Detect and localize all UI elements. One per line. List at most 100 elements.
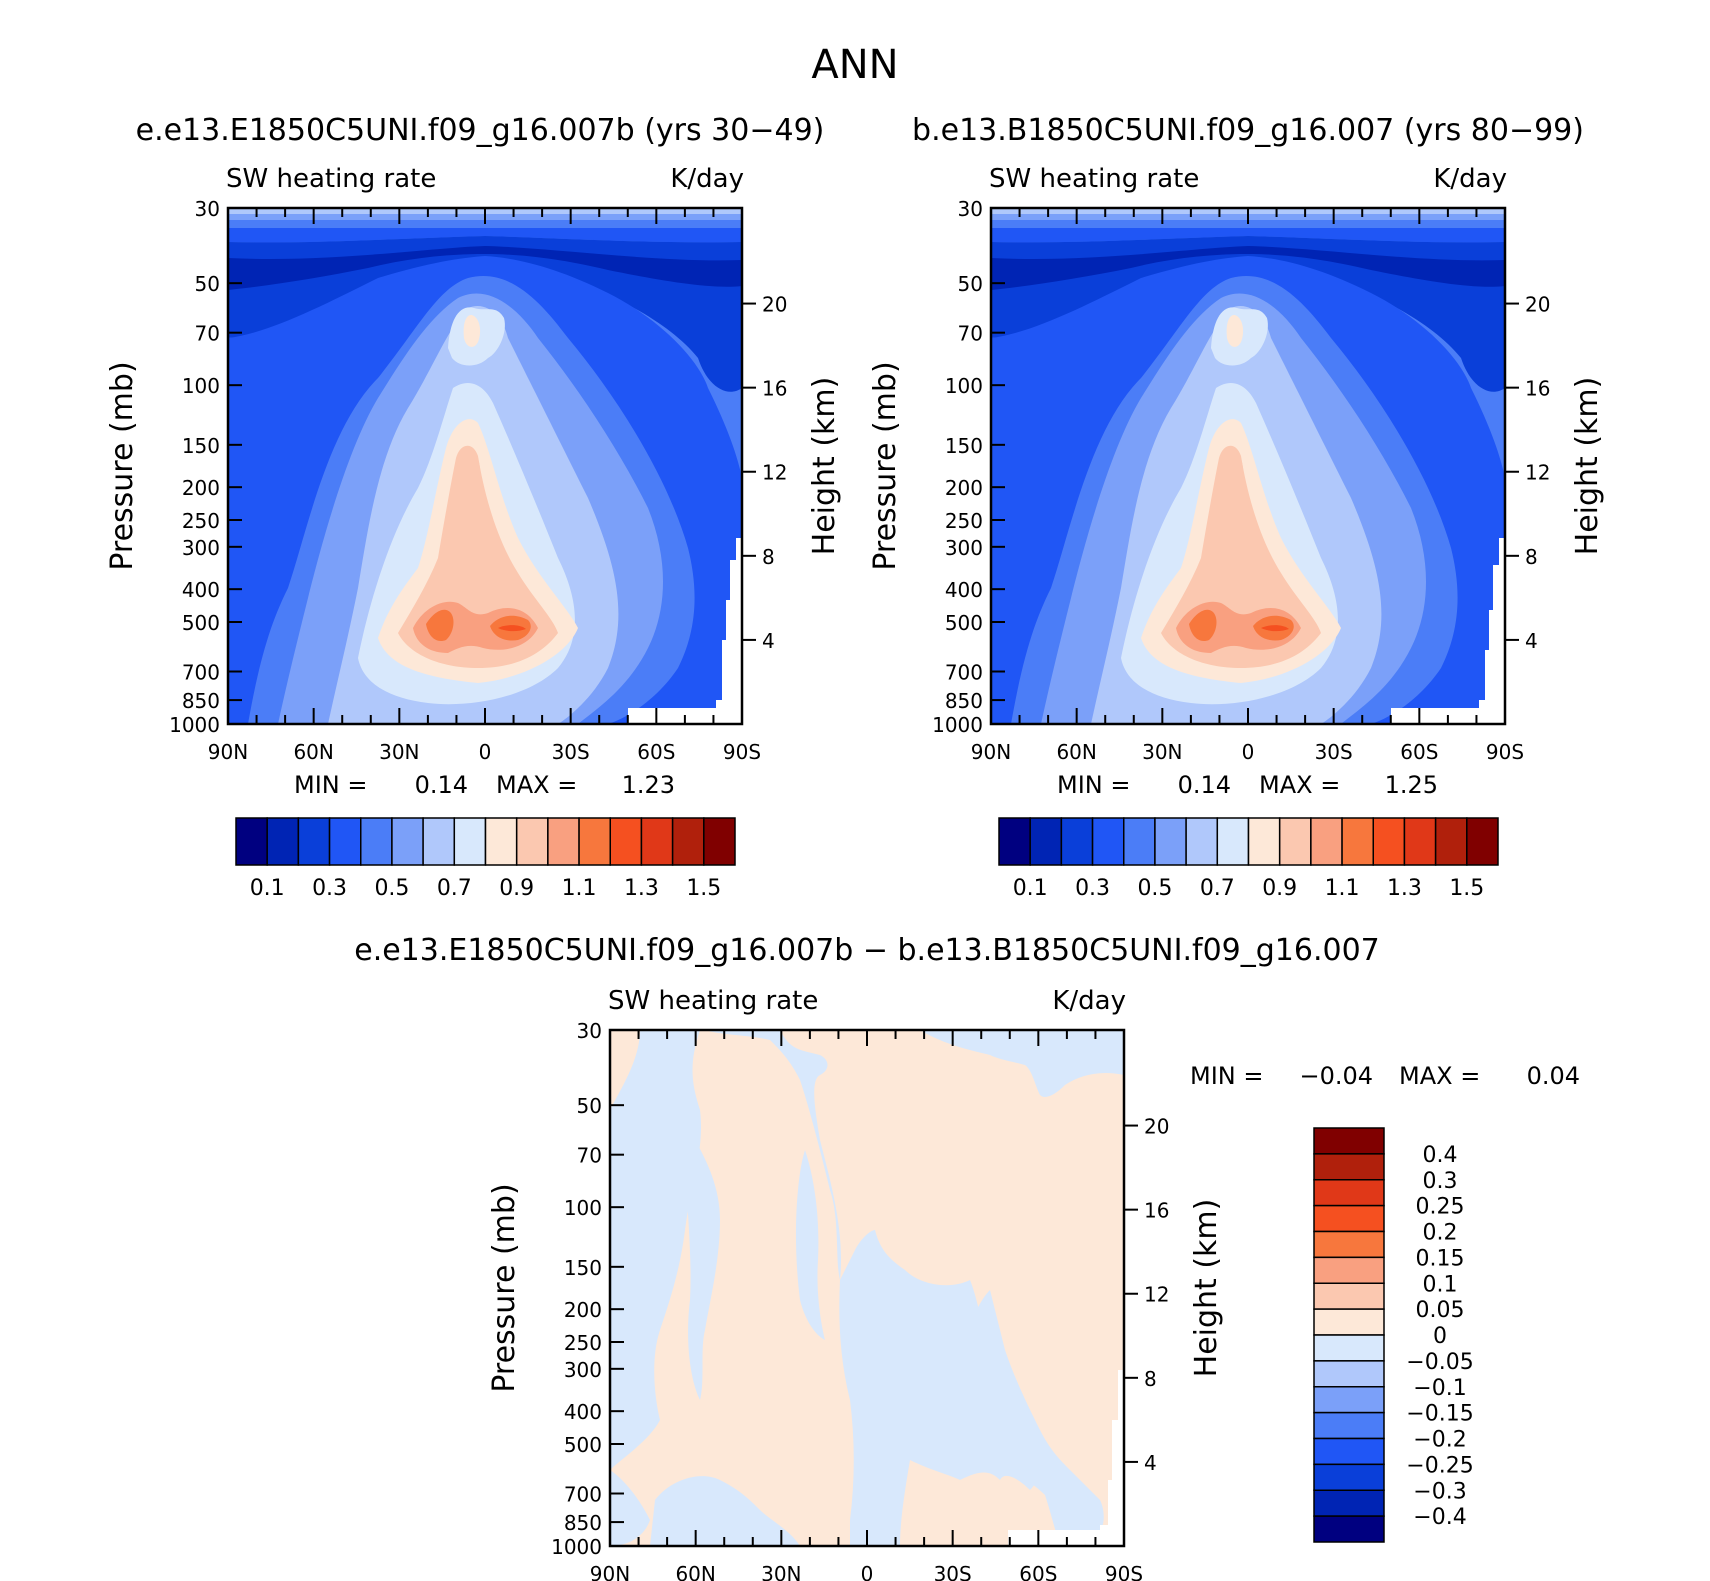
- colorbar-box: [297, 817, 331, 866]
- colorbar-box: [1091, 817, 1125, 866]
- colorbar-box: [1060, 817, 1094, 866]
- panel-c-max-value: 0.04: [1527, 1062, 1580, 1090]
- pressure-tick-label: 70: [958, 322, 983, 346]
- colorbar-box: [1313, 1489, 1385, 1517]
- colorbar-label: 0.3: [1423, 1169, 1458, 1194]
- colorbar-label: 0.1: [250, 876, 285, 901]
- colorbar-label: −0.15: [1406, 1402, 1473, 1427]
- colorbar-box: [360, 817, 393, 866]
- panel-c-y2label: Height (km): [1189, 1199, 1224, 1378]
- colorbar-box: [671, 817, 705, 866]
- pressure-tick-label: 1000: [551, 1535, 602, 1559]
- panel-a: e.e13.E1850C5UNI.f09_g16.007b (yrs 30−49…: [105, 113, 842, 901]
- panel-a-lat-axis: 90N 60N 30N 0 30S 60S 90S: [208, 208, 761, 764]
- pressure-tick-label: 250: [564, 1331, 602, 1355]
- pressure-tick-label: 500: [945, 611, 983, 635]
- colorbar-box: [1313, 1308, 1385, 1336]
- height-tick-label: 16: [762, 377, 787, 401]
- lat-tick-label: 30N: [761, 1562, 801, 1581]
- panel-b-contour-field: [991, 208, 1505, 724]
- lat-tick-label: 0: [861, 1562, 874, 1581]
- colorbar-label: 1.3: [624, 876, 659, 901]
- panel-c-height-axis: 20 16 12 8 4: [1124, 1115, 1169, 1475]
- height-tick-label: 20: [1144, 1115, 1169, 1139]
- colorbar-box: [235, 817, 268, 866]
- panel-a-variable-label: SW heating rate: [226, 164, 436, 194]
- colorbar-label: 1.1: [1325, 876, 1360, 901]
- colorbar-box: [422, 817, 456, 866]
- colorbar-box: [391, 817, 424, 866]
- colorbar-box: [1216, 817, 1250, 866]
- panel-a-colorbar: 0.1 0.3 0.5 0.7 0.9 1.1 1.3 1.5: [235, 817, 736, 901]
- main-title: ANN: [811, 42, 898, 88]
- colorbar-label: 1.1: [562, 876, 597, 901]
- colorbar-label: 0.15: [1416, 1246, 1465, 1271]
- pressure-tick-label: 100: [945, 374, 983, 398]
- colorbar-box: [1466, 817, 1499, 866]
- panel-a-contour-field: [228, 208, 742, 724]
- colorbar-box: [1185, 817, 1219, 866]
- colorbar-box: [640, 817, 674, 866]
- colorbar-box: [1313, 1127, 1385, 1155]
- pressure-tick-label: 70: [577, 1144, 602, 1168]
- colorbar-label: 0.1: [1013, 876, 1048, 901]
- lat-tick-label: 60N: [293, 740, 333, 764]
- pressure-tick-label: 300: [182, 536, 220, 560]
- colorbar-label: 0.5: [374, 876, 409, 901]
- pressure-tick-label: 200: [182, 476, 220, 500]
- panel-c-variable-label: SW heating rate: [608, 986, 818, 1016]
- lat-tick-label: 0: [1242, 740, 1255, 764]
- pressure-tick-label: 500: [182, 611, 220, 635]
- pressure-tick-label: 150: [945, 434, 983, 458]
- colorbar-box: [547, 817, 580, 866]
- pressure-tick-label: 1000: [169, 713, 220, 737]
- panel-b-title: b.e13.B1850C5UNI.f09_g16.007 (yrs 80−99): [912, 113, 1584, 148]
- pressure-tick-label: 50: [958, 272, 983, 296]
- colorbar-box: [1434, 817, 1468, 866]
- colorbar-box: [1313, 1256, 1385, 1284]
- height-tick-label: 16: [1144, 1199, 1169, 1223]
- panel-c-ylabel: Pressure (mb): [487, 1183, 522, 1392]
- panel-a-min-label: MIN =: [294, 771, 367, 799]
- colorbar-box: [1313, 1204, 1385, 1233]
- colorbar-label: −0.4: [1413, 1505, 1466, 1530]
- colorbar-box: [1313, 1411, 1385, 1440]
- colorbar-box: [1123, 817, 1156, 866]
- lat-tick-label: 30S: [1315, 740, 1353, 764]
- panel-a-min-value: 0.14: [415, 771, 468, 799]
- colorbar-box: [1313, 1334, 1385, 1362]
- panel-b-ylabel: Pressure (mb): [868, 361, 903, 570]
- panel-a-units-label: K/day: [670, 164, 744, 194]
- colorbar-label: 0.25: [1416, 1195, 1465, 1220]
- colorbar-box: [1313, 1463, 1385, 1491]
- lat-tick-label: 30N: [379, 740, 419, 764]
- colorbar-label: 1.5: [686, 876, 721, 901]
- panel-c-min-value: −0.04: [1299, 1062, 1373, 1090]
- pressure-tick-label: 500: [564, 1433, 602, 1457]
- height-tick-label: 4: [762, 629, 775, 653]
- panel-b-y2label: Height (km): [1570, 377, 1605, 556]
- lat-tick-label: 60N: [1056, 740, 1096, 764]
- colorbar-box: [1278, 817, 1312, 866]
- colorbar-label: 0: [1433, 1324, 1447, 1349]
- colorbar-label: −0.3: [1413, 1479, 1466, 1504]
- panel-b: b.e13.B1850C5UNI.f09_g16.007 (yrs 80−99)…: [868, 113, 1605, 901]
- panel-c-units-label: K/day: [1052, 986, 1126, 1016]
- pressure-tick-label: 200: [564, 1298, 602, 1322]
- panel-b-lat-axis: 90N 60N 30N 0 30S 60S 90S: [971, 208, 1524, 764]
- lat-tick-label: 30S: [552, 740, 590, 764]
- colorbar-label: 0.2: [1423, 1221, 1458, 1246]
- pressure-tick-label: 150: [564, 1256, 602, 1280]
- colorbar-box: [484, 817, 518, 866]
- pressure-tick-label: 100: [182, 374, 220, 398]
- colorbar-box: [578, 817, 611, 866]
- pressure-tick-label: 70: [195, 322, 220, 346]
- lat-tick-label: 60S: [1019, 1562, 1057, 1581]
- pressure-tick-label: 300: [564, 1358, 602, 1382]
- lat-tick-label: 0: [479, 740, 492, 764]
- colorbar-label: 1.5: [1449, 876, 1484, 901]
- lat-tick-label: 90N: [971, 740, 1011, 764]
- colorbar-label: 0.9: [499, 876, 534, 901]
- colorbar-box: [1403, 817, 1437, 866]
